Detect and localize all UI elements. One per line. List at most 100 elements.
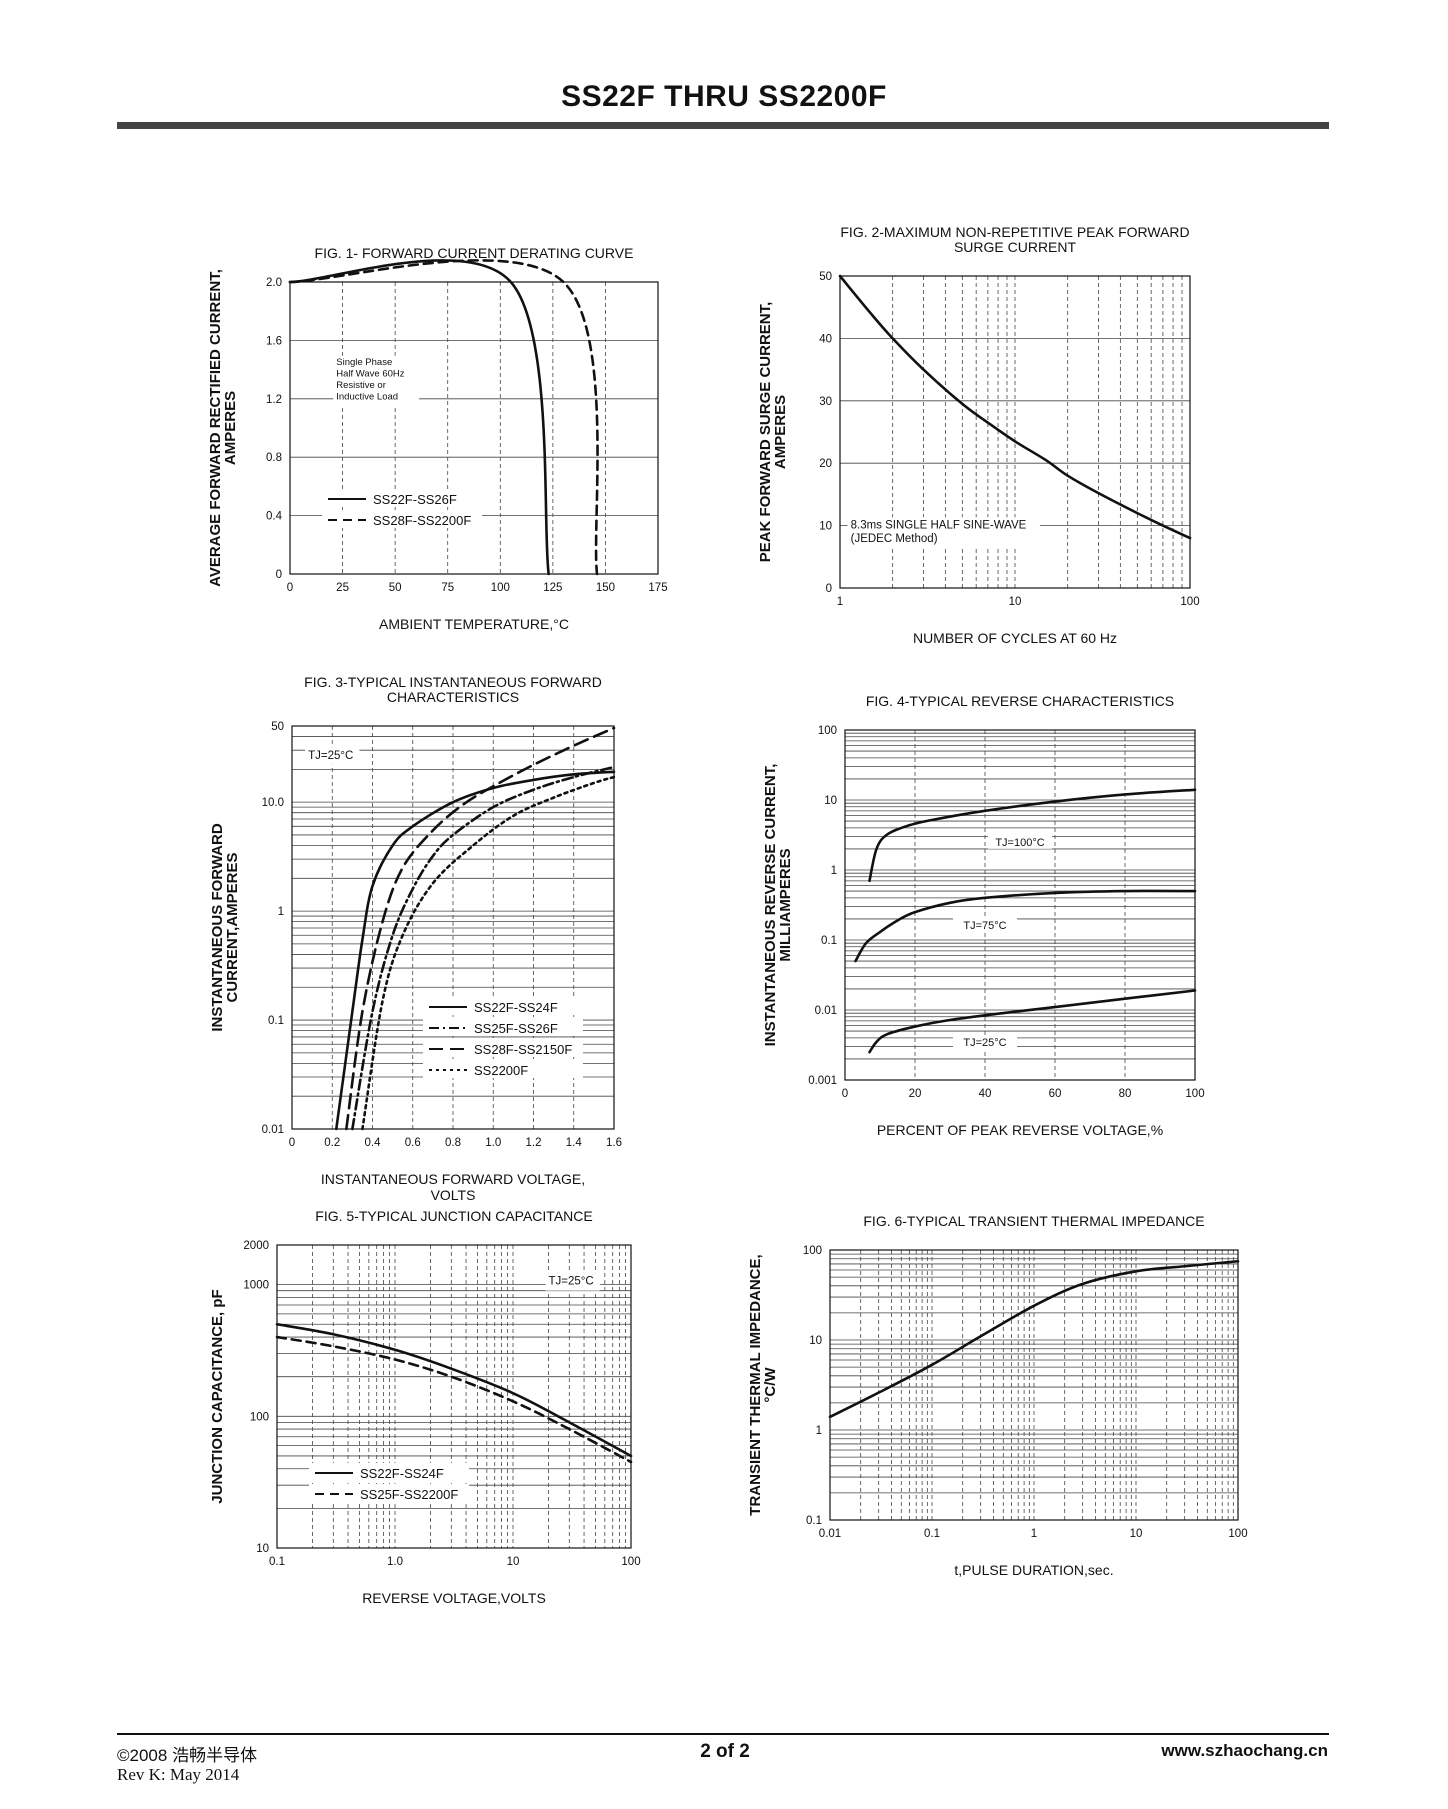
annotation-text: TJ=25°C	[549, 1276, 594, 1288]
annotation-text: Resistive or	[336, 380, 386, 391]
x-tick-label: 60	[1049, 1088, 1062, 1100]
y-axis-label: AMPERES	[772, 395, 789, 469]
y-tick-label: 10	[809, 1335, 822, 1347]
x-tick-label: 100	[1180, 596, 1199, 608]
chart-title: FIG. 2-MAXIMUM NON-REPETITIVE PEAK FORWA…	[840, 224, 1189, 240]
plot-frame	[291, 725, 615, 1130]
legend-label: SS25F-SS2200F	[360, 1487, 458, 1502]
y-tick-label: 0.01	[262, 1124, 284, 1136]
series-line	[868, 989, 1197, 1054]
legend-bg	[423, 997, 583, 1015]
x-tick-label: 1.0	[485, 1137, 501, 1149]
y-tick-label: 10	[256, 1543, 269, 1555]
x-axis-label: VOLTS	[431, 1187, 476, 1203]
chart-title: CHARACTERISTICS	[387, 689, 519, 705]
y-tick-label: 100	[250, 1411, 269, 1423]
y-tick-label: 0.4	[266, 511, 283, 523]
y-tick-label: 20	[819, 458, 832, 470]
y-tick-label: 10	[824, 795, 837, 807]
annotation-bg	[305, 747, 360, 765]
y-tick-label: 1	[816, 1425, 822, 1437]
x-tick-label: 0.2	[324, 1137, 340, 1149]
x-axis-label: REVERSE VOLTAGE,VOLTS	[362, 1590, 546, 1606]
footer-copyright: ©2008 浩畅半导体	[117, 1746, 258, 1765]
fig3-chart: 0 0.2 0.4 0.6 0.8 1.0 1.2 1.4 1.6 0.01 0.1 1 10.0 50 F…	[209, 674, 622, 1203]
annotation-text: Inductive Load	[336, 392, 398, 403]
y-tick-label: 1	[278, 906, 284, 918]
legend-bg	[309, 1463, 469, 1481]
x-tick-label: 80	[1119, 1088, 1132, 1100]
x-axis-label: t,PULSE DURATION,sec.	[954, 1562, 1113, 1578]
y-axis-label: TRANSIENT THERMAL IMPEDANCE,	[747, 1254, 764, 1515]
y-tick-label: 50	[819, 271, 832, 283]
x-tick-label: 10	[1009, 596, 1022, 608]
curve-label-bg	[953, 917, 1017, 932]
series-line	[361, 775, 616, 1131]
x-tick-label: 1.4	[566, 1137, 583, 1149]
y-tick-label: 0.8	[266, 452, 282, 464]
annotation-text: 8.3ms SINGLE HALF SINE-WAVE	[851, 520, 1027, 532]
legend-bg	[423, 1039, 583, 1057]
fig5-chart: 0.1 1.0 10 100 10 100 1000 2000 FIG. 5-TYPICAL J…	[209, 1208, 641, 1606]
legend-bg	[322, 510, 482, 528]
y-tick-label: 1.6	[266, 335, 282, 347]
legend-label: SS25F-SS26F	[474, 1021, 558, 1036]
y-tick-label: 100	[818, 725, 837, 737]
footer-rule	[117, 1733, 1329, 1735]
plot-frame	[289, 281, 659, 575]
y-tick-label: 0.001	[808, 1075, 837, 1087]
chart-title: FIG. 3-TYPICAL INSTANTANEOUS FORWARD	[304, 674, 602, 690]
y-axis-label: INSTANTANEOUS FORWARD	[209, 823, 226, 1031]
y-tick-label: 100	[803, 1245, 822, 1257]
footer-website: www.szhaochang.cn	[1161, 1741, 1328, 1760]
x-tick-label: 1.0	[387, 1556, 403, 1568]
plot-frame	[276, 1244, 632, 1549]
y-tick-label: 0	[826, 583, 832, 595]
y-tick-label: 40	[819, 333, 832, 345]
annotation-text: Half Wave 60Hz	[336, 369, 405, 380]
title-rule	[117, 122, 1329, 129]
curve-label-bg	[953, 1034, 1017, 1049]
x-tick-label: 0.1	[269, 1556, 285, 1568]
x-tick-label: 1.2	[526, 1137, 542, 1149]
plot-frame	[844, 729, 1196, 1081]
legend-bg	[322, 489, 482, 507]
series-line	[868, 788, 1197, 883]
legend-bg	[423, 1018, 583, 1036]
series-line	[288, 259, 550, 576]
y-tick-label: 0.01	[815, 1005, 837, 1017]
x-tick-label: 10	[507, 1556, 520, 1568]
y-axis-label: JUNCTION CAPACITANCE, pF	[209, 1289, 226, 1503]
legend-label: SS2200F	[474, 1063, 528, 1078]
legend-bg	[423, 1060, 583, 1078]
x-tick-label: 25	[336, 582, 349, 594]
fig2-chart: 1 10 100 0 10 20 30 40 50 FIG. 2-MAXIMUM NON-REPE…	[757, 224, 1200, 646]
legend-label: SS22F-SS24F	[360, 1466, 444, 1481]
annotation-text: TJ=25°C	[308, 750, 353, 762]
series-line	[288, 259, 599, 576]
x-tick-label: 20	[909, 1088, 922, 1100]
legend-label: SS22F-SS24F	[474, 1000, 558, 1015]
footer-page-number: 2 of 2	[700, 1741, 750, 1762]
legend-label: SS28F-SS2200F	[373, 513, 471, 528]
x-tick-label: 0.4	[365, 1137, 382, 1149]
y-axis-label: INSTANTANEOUS REVERSE CURRENT,	[762, 764, 779, 1047]
legend-bg	[309, 1484, 469, 1502]
y-tick-label: 0.1	[821, 935, 837, 947]
annotation-bg	[333, 355, 420, 406]
legend-label: SS22F-SS26F	[373, 492, 457, 507]
annotation-text: Single Phase	[336, 357, 392, 368]
y-tick-label: 30	[819, 396, 832, 408]
fig1-chart: 0 25 50 75 100 125 150 175 0 0.4 0.8 1.2 1.6 2.0 FIG. …	[207, 245, 668, 632]
legend-label: SS28F-SS2150F	[474, 1042, 572, 1057]
y-axis-label: MILLIAMPERES	[777, 848, 794, 961]
series-line	[275, 1322, 633, 1458]
y-tick-label: 1.2	[266, 394, 282, 406]
chart-title: FIG. 6-TYPICAL TRANSIENT THERMAL IMPEDAN…	[863, 1213, 1204, 1229]
page-title: SS22F THRU SS2200F	[561, 80, 887, 113]
series-line	[838, 274, 1192, 540]
x-tick-label: 10	[1130, 1528, 1143, 1540]
y-axis-label: AVERAGE FORWARD RECTIFIED CURRENT,	[207, 269, 224, 587]
y-tick-label: 10.0	[262, 797, 284, 809]
